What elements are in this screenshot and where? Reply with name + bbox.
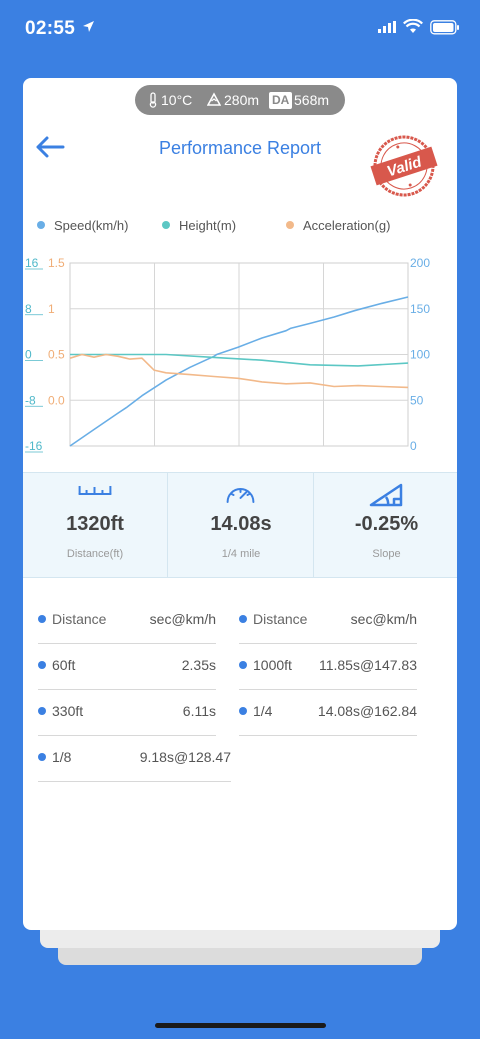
legend-acceleration-label: Acceleration(g) bbox=[303, 218, 391, 233]
speed-tick-label: 200 bbox=[410, 256, 430, 270]
performance-chart: 16 8 0 -8 -16 1.5 1 0.5 0.0 200 150 100 50 0 bbox=[25, 256, 430, 453]
home-indicator[interactable] bbox=[155, 1023, 326, 1028]
density-altitude-value: 568m bbox=[294, 92, 330, 108]
stat-time-label: 1/4 mile bbox=[221, 548, 261, 560]
bullet-dot bbox=[38, 615, 46, 623]
header-key: Distance bbox=[253, 611, 308, 627]
header-value: sec@km/h bbox=[149, 611, 216, 627]
bullet-dot bbox=[239, 707, 247, 715]
legend-acceleration-swatch bbox=[286, 221, 294, 229]
row-value: 2.35s bbox=[181, 657, 216, 673]
legend-acceleration: Acceleration(g) bbox=[286, 218, 390, 233]
back-arrow-icon[interactable] bbox=[35, 135, 65, 159]
stats-panel: 1320ft Distance(ft) 14.08s 1/4 mile -0.2… bbox=[23, 472, 457, 578]
temperature-value: 10°C bbox=[161, 92, 193, 108]
height-tick-label: 16 bbox=[25, 256, 39, 270]
wifi-icon bbox=[403, 19, 423, 33]
speed-tick-label: 100 bbox=[410, 348, 430, 362]
chart-series bbox=[69, 296, 409, 447]
bullet-dot bbox=[239, 661, 247, 669]
speedometer-icon bbox=[226, 488, 255, 503]
legend-speed: Speed(km/h) bbox=[37, 218, 128, 233]
density-altitude-badge: DA bbox=[269, 92, 293, 109]
ruler-icon bbox=[78, 486, 112, 495]
slope-icon bbox=[369, 483, 403, 507]
table-row: 1/4 14.08s@162.84 bbox=[239, 690, 417, 736]
legend-height: Height(m) bbox=[162, 218, 236, 233]
bullet-dot bbox=[38, 753, 46, 761]
status-bar: 02:55 bbox=[0, 0, 480, 56]
valid-stamp: Valid bbox=[370, 135, 438, 197]
page-title: Performance Report bbox=[158, 138, 322, 158]
location-arrow-icon bbox=[83, 21, 94, 32]
stat-distance-value: 1320ft bbox=[66, 513, 124, 535]
row-key: 1/4 bbox=[253, 703, 273, 719]
speed-series-line bbox=[69, 296, 409, 447]
acceleration-tick-label: 1 bbox=[48, 302, 55, 316]
row-value: 11.85s@147.83 bbox=[318, 657, 417, 673]
thermometer-icon bbox=[149, 92, 157, 108]
acceleration-tick-label: 0.0 bbox=[48, 393, 65, 407]
bullet-dot bbox=[38, 707, 46, 715]
stat-slope: -0.25% Slope bbox=[314, 473, 457, 577]
acceleration-tick-label: 1.5 bbox=[48, 256, 65, 270]
chart-tick-labels: 16 8 0 -8 -16 1.5 1 0.5 0.0 200 150 100 50 0 bbox=[25, 256, 430, 453]
bullet-dot bbox=[38, 661, 46, 669]
stat-distance: 1320ft Distance(ft) bbox=[23, 473, 168, 577]
height-tick-label: -16 bbox=[25, 439, 43, 453]
row-key: 1/8 bbox=[52, 749, 72, 765]
height-tick-label: 0 bbox=[25, 348, 32, 362]
acceleration-series-line bbox=[69, 353, 409, 389]
legend-speed-label: Speed(km/h) bbox=[54, 218, 129, 233]
row-value: 14.08s@162.84 bbox=[317, 703, 417, 719]
row-key: 1000ft bbox=[253, 657, 292, 673]
legend-speed-swatch bbox=[37, 221, 45, 229]
speed-tick-label: 50 bbox=[410, 393, 424, 407]
row-value: 6.11s bbox=[182, 703, 216, 719]
stat-quarter-mile: 14.08s 1/4 mile bbox=[169, 473, 314, 577]
acceleration-tick-label: 0.5 bbox=[48, 348, 65, 362]
row-value: 9.18s@128.47 bbox=[139, 749, 231, 765]
report-card: 10°C 280m DA 568m Performance Report Val… bbox=[23, 78, 457, 930]
stat-distance-label: Distance(ft) bbox=[66, 548, 124, 560]
status-time: 02:55 bbox=[25, 18, 76, 39]
table-row: 60ft 2.35s bbox=[38, 644, 216, 690]
conditions-pill: 10°C 280m DA 568m bbox=[135, 85, 345, 115]
table-row: 330ft 6.11s bbox=[38, 690, 216, 736]
table-row: 1/8 9.18s@128.47 bbox=[38, 736, 231, 782]
table-row: 1000ft 11.85s@147.83 bbox=[239, 644, 417, 690]
speed-tick-label: 150 bbox=[410, 302, 430, 316]
stat-slope-value: -0.25% bbox=[354, 513, 419, 535]
height-tick-label: -8 bbox=[25, 393, 36, 407]
mountain-icon bbox=[207, 92, 221, 106]
table-header-right: Distance sec@km/h bbox=[239, 598, 417, 644]
table-header-left: Distance sec@km/h bbox=[38, 598, 216, 644]
stat-slope-label: Slope bbox=[372, 548, 401, 560]
battery-icon bbox=[430, 20, 459, 35]
row-key: 60ft bbox=[52, 657, 76, 673]
stat-time-value: 14.08s bbox=[210, 513, 272, 535]
height-series-line bbox=[70, 353, 409, 367]
bullet-dot bbox=[239, 615, 247, 623]
legend-height-label: Height(m) bbox=[179, 218, 237, 233]
header-key: Distance bbox=[52, 611, 107, 627]
stamp-text: Valid bbox=[385, 153, 425, 180]
altitude-value: 280m bbox=[224, 92, 260, 108]
height-tick-label: 8 bbox=[25, 302, 32, 316]
cellular-signal-icon bbox=[378, 21, 396, 33]
legend-height-swatch bbox=[162, 221, 170, 229]
header-value: sec@km/h bbox=[350, 611, 417, 627]
row-key: 330ft bbox=[52, 703, 84, 719]
speed-tick-label: 0 bbox=[410, 439, 417, 453]
